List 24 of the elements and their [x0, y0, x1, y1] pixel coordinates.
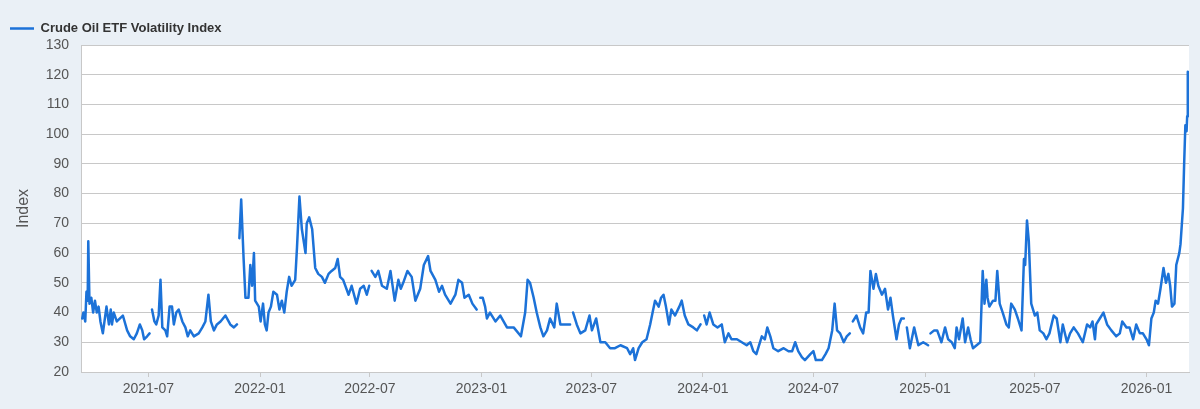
y-tick-label: 80: [53, 184, 70, 201]
y-tick-label: 50: [53, 273, 70, 290]
y-tick-label: 20: [53, 362, 70, 379]
y-axis-title: Index: [14, 188, 32, 229]
y-tick-label: 40: [53, 303, 70, 320]
y-tick-label: 100: [45, 125, 70, 142]
x-tick-label: 2022-07: [344, 380, 396, 397]
x-tick-label: 2025-01: [899, 380, 951, 397]
x-tick-label: 2023-07: [565, 380, 618, 397]
x-tick-label: 2025-07: [1009, 380, 1061, 397]
x-tick-label: 2022-01: [234, 380, 286, 397]
x-tick-label: 2021-07: [122, 380, 175, 397]
x-tick-label: 2026-01: [1120, 380, 1173, 397]
y-tick-label: 110: [46, 95, 70, 112]
x-tick-label: 2024-07: [787, 380, 840, 397]
y-tick-label: 90: [53, 154, 70, 171]
y-tick-label: 130: [45, 35, 70, 52]
x-tick-label: 2023-01: [455, 380, 508, 397]
y-tick-label: 60: [53, 243, 70, 260]
x-tick-label: 2024-01: [677, 380, 729, 397]
y-tick-label: 70: [53, 214, 70, 231]
y-tick-label: 120: [45, 65, 70, 82]
y-tick-label: 30: [53, 333, 70, 350]
legend-label: Crude Oil ETF Volatility Index: [40, 20, 223, 36]
